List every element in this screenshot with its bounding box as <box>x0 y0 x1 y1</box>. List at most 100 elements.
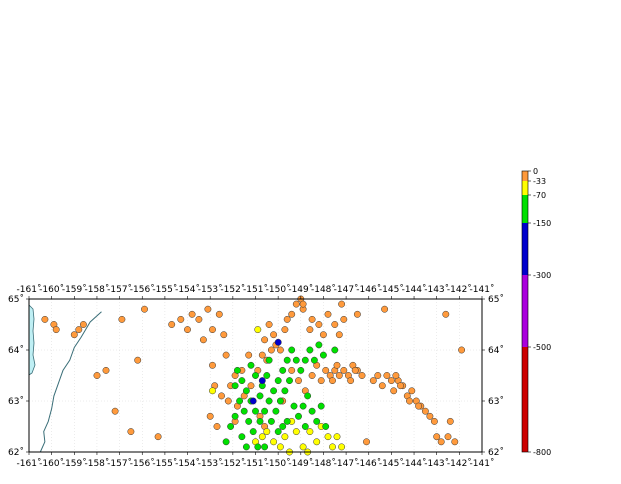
lon-tick-label-bottom: -147˚ <box>334 458 359 469</box>
event-marker-intermediate <box>222 438 230 446</box>
lat-tick-label-right: 62˚ <box>488 447 504 458</box>
event-marker-shallow <box>199 336 207 344</box>
event-marker-shallow <box>392 372 400 379</box>
event-marker-shallow <box>442 310 450 318</box>
event-marker-intermediate <box>227 423 235 430</box>
event-marker-intermediate <box>313 417 321 425</box>
event-marker-shallow <box>247 382 255 390</box>
lon-tick-label-bottom: -151˚ <box>243 458 268 469</box>
legend-segment <box>522 171 528 181</box>
event-marker-shallow <box>177 315 185 323</box>
event-marker-mid <box>254 326 262 334</box>
event-marker-shallow <box>299 300 307 308</box>
event-marker-shallow <box>324 310 332 318</box>
event-marker-intermediate <box>306 346 314 354</box>
lon-tick-label-top: -147˚ <box>334 284 359 295</box>
event-marker-intermediate <box>281 387 289 395</box>
event-marker-intermediate <box>249 428 257 436</box>
lon-tick-label-bottom: -161˚ <box>17 458 42 469</box>
lon-tick-label-top: -149˚ <box>288 284 313 295</box>
event-marker-shallow <box>111 407 119 415</box>
event-marker-shallow <box>319 331 327 339</box>
lon-tick-label-bottom: -149˚ <box>288 458 313 469</box>
lon-tick-label-bottom: -144˚ <box>402 458 427 469</box>
earthquake-events <box>41 295 466 456</box>
event-marker-shallow <box>292 300 300 308</box>
legend-tick-label: -70 <box>533 191 546 200</box>
event-marker-intermediate <box>315 341 323 349</box>
event-marker-shallow <box>331 321 339 328</box>
lon-tick-label-bottom: -153˚ <box>198 458 223 469</box>
event-marker-shallow <box>408 387 416 395</box>
event-marker-intermediate <box>317 402 325 410</box>
event-marker-shallow <box>102 366 110 374</box>
event-marker-intermediate <box>261 443 269 451</box>
event-marker-intermediate <box>283 356 291 364</box>
event-marker-shallow <box>458 346 466 354</box>
lon-tick-label-top: -144˚ <box>402 284 427 295</box>
event-marker-shallow <box>351 366 359 374</box>
event-marker-intermediate <box>288 346 296 354</box>
event-marker-shallow <box>288 366 296 374</box>
event-marker-shallow <box>383 372 391 379</box>
event-marker-intermediate <box>265 397 273 405</box>
legend-tick-label: -800 <box>533 448 551 457</box>
lon-tick-label-bottom: -142˚ <box>447 458 472 469</box>
legend-segment <box>522 195 528 223</box>
event-marker-intermediate <box>236 397 244 405</box>
event-marker-intermediate <box>276 397 284 405</box>
event-marker-shallow <box>283 315 291 323</box>
legend-segment <box>522 275 528 347</box>
event-marker-intermediate <box>274 377 282 385</box>
event-marker-shallow <box>295 377 302 385</box>
lat-tick-label-left: 63˚ <box>8 396 24 407</box>
event-marker-shallow <box>378 382 386 390</box>
event-marker-shallow <box>358 372 366 379</box>
event-marker-mid <box>313 438 321 446</box>
event-marker-shallow <box>340 315 348 323</box>
event-marker-shallow <box>347 377 355 385</box>
event-marker-mid <box>276 443 284 451</box>
event-marker-shallow <box>281 326 289 334</box>
legend-tick-label: -150 <box>533 219 551 228</box>
event-marker-shallow <box>335 372 343 379</box>
legend-tick-label: -500 <box>533 343 551 352</box>
event-marker-intermediate <box>261 407 269 415</box>
event-marker-shallow <box>127 428 135 436</box>
event-marker-intermediate <box>274 428 282 436</box>
lon-tick-label-bottom: -148˚ <box>311 458 336 469</box>
event-marker-shallow <box>184 326 191 334</box>
event-marker-shallow <box>338 300 346 308</box>
event-marker-intermediate <box>252 407 259 415</box>
event-marker-intermediate <box>238 377 246 385</box>
lon-tick-label-top: -142˚ <box>447 284 472 295</box>
event-marker-shallow <box>206 412 214 420</box>
event-marker-intermediate <box>297 366 305 374</box>
event-marker-intermediate <box>231 382 239 390</box>
event-marker-intermediate <box>267 417 275 425</box>
event-marker-shallow <box>154 433 162 441</box>
event-marker-shallow <box>426 412 434 420</box>
event-marker-shallow <box>93 372 101 379</box>
event-marker-shallow <box>433 433 441 441</box>
event-marker-intermediate <box>319 351 327 359</box>
event-marker-intermediate <box>263 372 271 379</box>
event-marker-shallow <box>134 356 142 364</box>
event-marker-intermediate <box>308 407 316 415</box>
event-marker-shallow <box>204 305 212 313</box>
event-marker-intermediate <box>233 366 241 374</box>
event-marker-mid <box>281 433 289 441</box>
event-marker-shallow <box>387 377 395 385</box>
event-marker-shallow <box>245 351 253 359</box>
event-marker-shallow <box>270 331 278 339</box>
event-marker-shallow <box>188 310 196 318</box>
event-marker-shallow <box>118 315 126 323</box>
lon-tick-label-bottom: -158˚ <box>84 458 109 469</box>
event-marker-shallow <box>315 321 323 328</box>
event-marker-shallow <box>79 321 87 328</box>
lon-tick-label-bottom: -157˚ <box>107 458 132 469</box>
event-marker-shallow <box>141 305 148 313</box>
event-marker-deep <box>258 377 266 385</box>
event-marker-shallow <box>276 346 284 354</box>
